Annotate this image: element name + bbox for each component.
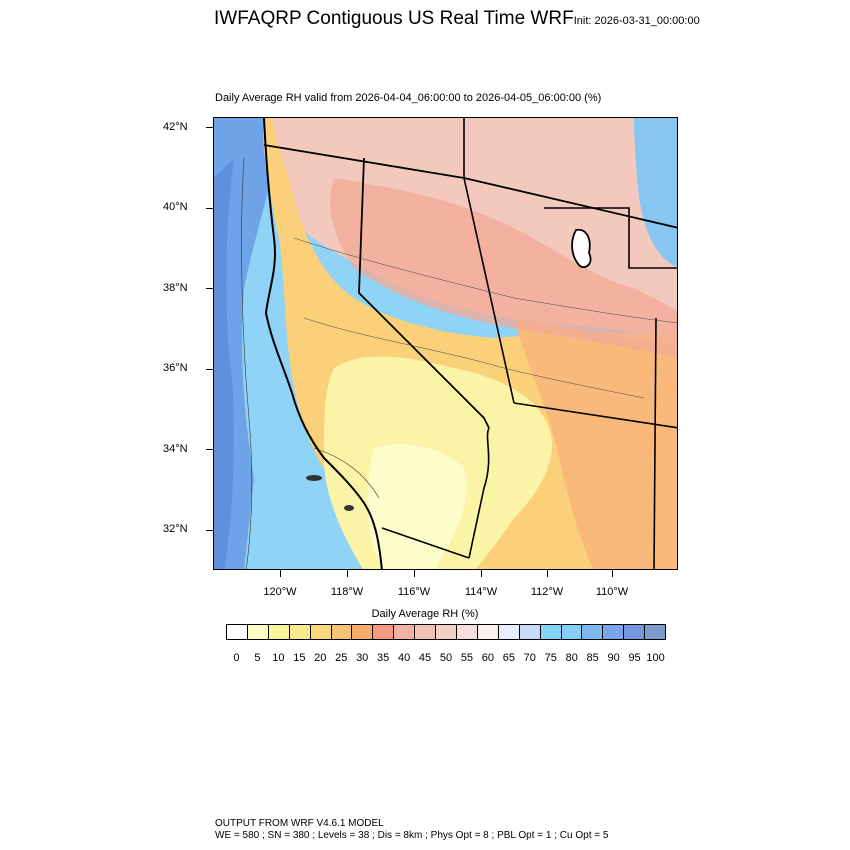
- colorbar: [226, 624, 666, 640]
- colorbar-box-13: [498, 625, 520, 639]
- colorbar-box-14: [519, 625, 541, 639]
- great-salt-lake: [571, 228, 592, 268]
- lat-tick-38: [206, 288, 213, 289]
- colorbar-label: 25: [335, 652, 348, 664]
- colorbar-box-5: [331, 625, 353, 639]
- colorbar-box-18: [603, 625, 625, 639]
- border-ut-wy-co: [544, 207, 677, 269]
- colorbar-box-1: [247, 625, 269, 639]
- land-interior-pink: [330, 178, 677, 358]
- colorbar-box-7: [373, 625, 395, 639]
- channel-island-1: [306, 475, 322, 481]
- colorbar-label: 95: [628, 652, 641, 664]
- ocean-contour-2: [313, 447, 380, 499]
- lon-label-116: 116°W: [397, 586, 431, 598]
- lon-label-110: 110°W: [595, 586, 629, 598]
- lon-label-120: 120°W: [263, 586, 297, 598]
- colorbar-box-16: [561, 625, 583, 639]
- lat-label-40: 40°N: [163, 201, 188, 213]
- lon-label-112: 112°W: [530, 586, 564, 598]
- colorbar-box-8: [394, 625, 416, 639]
- coastline: [263, 118, 383, 569]
- border-az-nm: [653, 317, 657, 569]
- rh-map: [213, 117, 678, 570]
- lat-label-42: 42°N: [163, 121, 188, 133]
- colorbar-box-9: [415, 625, 437, 639]
- border-ca-az: [468, 427, 490, 559]
- colorbar-box-4: [310, 625, 332, 639]
- lon-tick-112: [547, 570, 548, 577]
- title-main: IWFAQRP Contiguous US Real Time WRF: [214, 8, 574, 29]
- lat-tick-32: [206, 530, 213, 531]
- ocean-contour-1: [241, 157, 253, 569]
- colorbar-label: 90: [607, 652, 620, 664]
- land-contour-1: [293, 237, 677, 324]
- colorbar-label: 5: [254, 652, 261, 664]
- colorbar-box-15: [540, 625, 562, 639]
- colorbar-label: 60: [481, 652, 495, 664]
- colorbar-box-10: [436, 625, 457, 639]
- colorbar-label: 15: [293, 652, 306, 664]
- lat-tick-36: [206, 369, 213, 370]
- colorbar-label: 85: [586, 652, 599, 664]
- land-ne-humid-blue: [634, 118, 677, 267]
- colorbar-box-12: [477, 625, 499, 639]
- colorbar-label: 30: [356, 652, 369, 664]
- lon-tick-116: [414, 570, 415, 577]
- footer-model-line: OUTPUT FROM WRF V4.6.1 MODEL: [215, 818, 384, 829]
- map-subtitle: Daily Average RH valid from 2026-04-04_0…: [215, 92, 602, 104]
- ocean-deepest-band: [214, 158, 234, 569]
- lat-label-34: 34°N: [163, 443, 188, 455]
- lat-tick-34: [206, 449, 213, 450]
- colorbar-label: 50: [439, 652, 453, 664]
- channel-island-2: [344, 505, 354, 511]
- colorbar-label: 35: [377, 652, 390, 664]
- figure-title: IWFAQRP Contiguous US Real Time WRFInit:…: [214, 8, 700, 30]
- border-ca-nv: [358, 157, 490, 429]
- colorbar-label: 0: [233, 652, 240, 664]
- lat-label-32: 32°N: [163, 523, 188, 535]
- land-desert-dry: [367, 444, 467, 569]
- colorbar-box-0: [227, 625, 248, 639]
- land-contour-2: [303, 317, 645, 399]
- colorbar-box-19: [624, 625, 646, 639]
- lat-tick-40: [206, 208, 213, 209]
- colorbar-label: 80: [565, 652, 578, 664]
- colorbar-label: 20: [314, 652, 327, 664]
- lon-tick-114: [481, 570, 482, 577]
- colorbar-box-11: [456, 625, 478, 639]
- colorbar-label: 55: [460, 652, 474, 664]
- colorbar-label: 65: [502, 652, 515, 664]
- colorbar-box-6: [352, 625, 374, 639]
- colorbar-title: Daily Average RH (%): [371, 608, 479, 620]
- colorbar-box-17: [582, 625, 604, 639]
- lon-tick-110: [612, 570, 613, 577]
- colorbar-label: 40: [397, 652, 411, 664]
- colorbar-box-3: [289, 625, 311, 639]
- colorbar-label: 45: [418, 652, 432, 664]
- colorbar-label: 75: [544, 652, 557, 664]
- border-us-mexico: [381, 527, 470, 559]
- lon-tick-120: [280, 570, 281, 577]
- border-az-ut: [513, 402, 677, 429]
- lat-label-36: 36°N: [163, 362, 188, 374]
- border-nv-ut: [463, 118, 515, 404]
- lon-label-118: 118°W: [330, 586, 364, 598]
- land-east-orange: [514, 318, 677, 569]
- footer-params-line: WE = 580 ; SN = 380 ; Levels = 38 ; Dis …: [215, 830, 609, 841]
- colorbar-label: 10: [272, 652, 285, 664]
- rh-map-svg: [214, 118, 677, 569]
- colorbar-box-20: [645, 625, 666, 639]
- colorbar-label: 100: [646, 652, 665, 664]
- lat-tick-42: [206, 127, 213, 128]
- lat-label-38: 38°N: [163, 282, 188, 294]
- lon-label-114: 114°W: [464, 586, 498, 598]
- init-time: Init: 2026-03-31_00:00:00: [573, 15, 700, 27]
- colorbar-label: 70: [523, 652, 536, 664]
- lon-tick-118: [347, 570, 348, 577]
- colorbar-box-2: [268, 625, 290, 639]
